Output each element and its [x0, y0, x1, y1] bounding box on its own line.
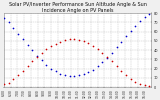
Point — [125, 36, 127, 37]
Point — [12, 27, 15, 29]
Point — [143, 16, 146, 18]
Point — [134, 25, 136, 27]
Point — [87, 72, 90, 73]
Point — [40, 52, 43, 54]
Point — [17, 33, 19, 34]
Point — [148, 86, 151, 87]
Point — [120, 70, 123, 71]
Point — [101, 61, 104, 63]
Point — [120, 41, 123, 43]
Point — [78, 74, 80, 76]
Point — [106, 57, 108, 58]
Point — [68, 75, 71, 77]
Point — [17, 74, 19, 76]
Point — [45, 48, 48, 50]
Point — [143, 85, 146, 86]
Point — [111, 52, 113, 54]
Point — [22, 70, 24, 71]
Point — [73, 38, 76, 40]
Point — [92, 69, 94, 70]
Point — [8, 82, 10, 83]
Point — [22, 38, 24, 40]
Point — [36, 55, 38, 57]
Point — [92, 45, 94, 46]
Point — [59, 74, 62, 75]
Point — [82, 40, 85, 42]
Point — [54, 43, 57, 44]
Point — [64, 74, 66, 76]
Point — [115, 65, 118, 67]
Point — [50, 68, 52, 70]
Point — [129, 78, 132, 80]
Point — [148, 13, 151, 15]
Point — [26, 44, 29, 45]
Point — [3, 84, 5, 85]
Point — [26, 65, 29, 67]
Point — [134, 81, 136, 82]
Point — [87, 42, 90, 44]
Point — [111, 60, 113, 62]
Point — [125, 74, 127, 76]
Point — [68, 38, 71, 40]
Point — [50, 46, 52, 47]
Point — [12, 78, 15, 80]
Point — [78, 39, 80, 41]
Point — [31, 49, 33, 51]
Point — [73, 75, 76, 77]
Point — [40, 60, 43, 61]
Point — [115, 47, 118, 48]
Point — [59, 41, 62, 43]
Point — [139, 84, 141, 85]
Point — [96, 48, 99, 50]
Point — [129, 30, 132, 32]
Point — [64, 39, 66, 41]
Point — [106, 56, 108, 57]
Point — [101, 52, 104, 54]
Point — [31, 60, 33, 62]
Point — [8, 22, 10, 23]
Point — [3, 17, 5, 19]
Point — [82, 74, 85, 75]
Point — [96, 65, 99, 67]
Point — [54, 71, 57, 72]
Point — [36, 56, 38, 57]
Title: Solar PV/Inverter Performance Sun Altitude Angle & Sun Incidence Angle on PV Pan: Solar PV/Inverter Performance Sun Altitu… — [9, 2, 147, 13]
Point — [45, 64, 48, 66]
Point — [139, 21, 141, 22]
